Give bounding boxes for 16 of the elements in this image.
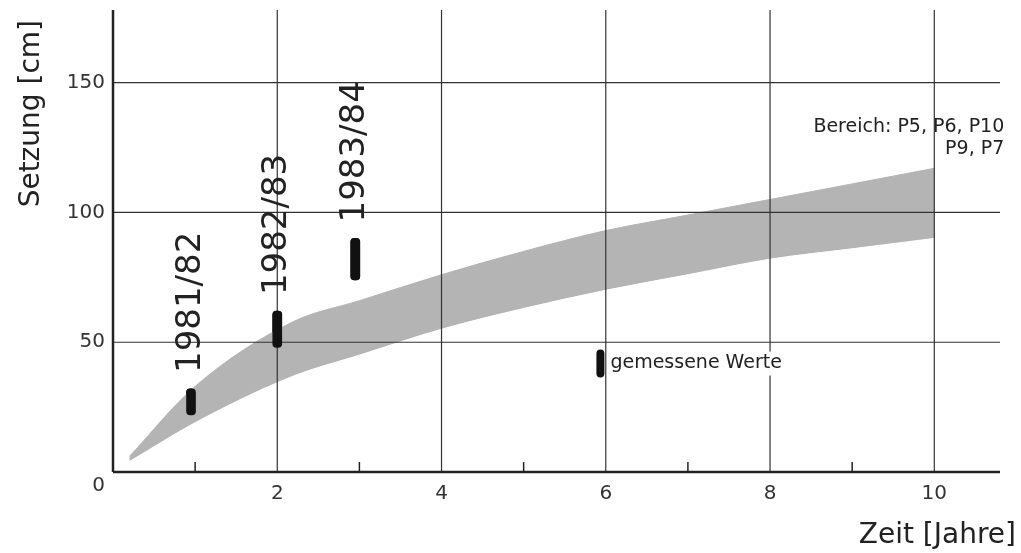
annotation: 1981/82: [167, 231, 208, 373]
y-tick-label: 0: [92, 472, 105, 497]
annotation: 1983/84: [332, 81, 373, 223]
annotation: 1982/83: [254, 153, 295, 296]
series-label: Bereich: P5, P6, P10 P9, P7: [813, 113, 1005, 158]
x-tick-label: 4: [435, 480, 448, 505]
x-tick-label: 8: [763, 480, 777, 505]
x-tick-label: 2: [270, 480, 284, 505]
y-tick-label: 150: [66, 68, 105, 93]
legend-label: gemessene Werte: [610, 350, 782, 373]
y-tick-label: 50: [79, 328, 105, 353]
y-tick-label: 100: [66, 198, 105, 223]
y-axis-title: Setzung [cm]: [13, 20, 47, 208]
x-axis-title: Zeit [Jahre]: [858, 517, 1016, 551]
x-tick-label: 10: [921, 480, 948, 505]
x-tick-label: 6: [599, 480, 613, 505]
